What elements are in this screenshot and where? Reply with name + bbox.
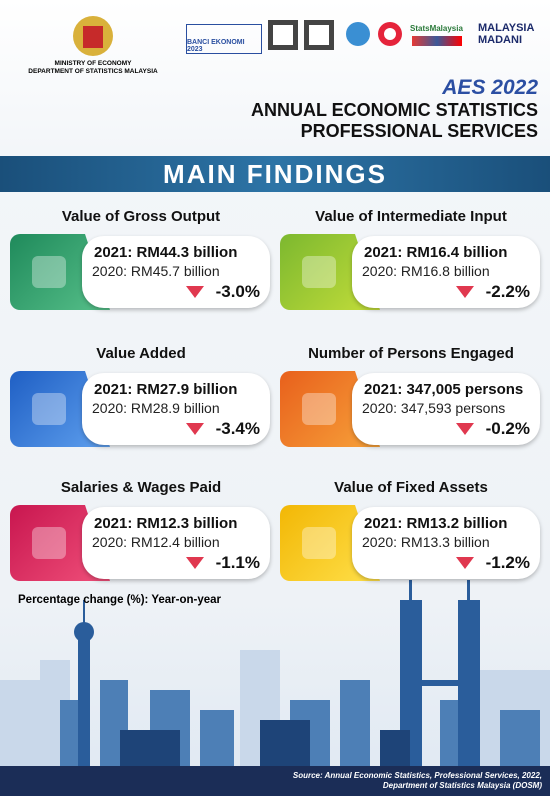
decrease-arrow (186, 557, 204, 569)
value-box: 2021: RM12.3 billion 2020: RM12.4 billion… (82, 507, 270, 579)
social-icons (412, 36, 462, 46)
decrease-arrow (456, 557, 474, 569)
value-box: 2021: RM13.2 billion 2020: RM13.3 billion… (352, 507, 540, 579)
value-2021: 2021: RM27.9 billion (94, 381, 238, 398)
report-title: ANNUAL ECONOMIC STATISTICS PROFESSIONAL … (251, 100, 538, 142)
ministry-crest (73, 16, 113, 56)
value-2021: 2021: RM12.3 billion (94, 515, 238, 532)
title-line: PROFESSIONAL SERVICES (300, 121, 538, 141)
value-box: 2021: 347,005 persons 2020: 347,593 perso… (352, 373, 540, 445)
finding-card: 2021: RM12.3 billion 2020: RM12.4 billion… (10, 505, 272, 583)
value-box: 2021: RM27.9 billion 2020: RM28.9 billion… (82, 373, 270, 445)
finding-card: 2021: 347,005 persons 2020: 347,593 perso… (280, 371, 542, 449)
percent-change: -3.0% (215, 282, 260, 301)
finding-card: 2021: RM16.4 billion 2020: RM16.8 billion… (280, 234, 542, 312)
sdg-logos (346, 22, 402, 46)
finding-card: 2021: RM44.3 billion 2020: RM45.7 billion… (10, 234, 272, 312)
finding-card: 2021: RM27.9 billion 2020: RM28.9 billion… (10, 371, 272, 449)
decrease-arrow (456, 286, 474, 298)
card-title: Value Added (96, 345, 186, 362)
percent-change: -1.1% (215, 553, 260, 572)
census-logo: BANCI EKONOMI 2023 (186, 24, 262, 54)
value-2020: 2020: 347,593 persons (362, 400, 506, 416)
icon (32, 527, 66, 559)
value-2021: 2021: RM16.4 billion (364, 244, 508, 261)
card-title: Value of Gross Output (61, 208, 221, 225)
icon (32, 393, 66, 425)
source-line: Department of Statistics Malaysia (DOSM) (382, 781, 542, 790)
title-line: ANNUAL ECONOMIC STATISTICS (251, 100, 538, 120)
card-title: Value of Intermediate Input (315, 208, 507, 225)
decrease-arrow (186, 286, 204, 298)
madani-text: MALAYSIA (478, 22, 535, 34)
icon (32, 256, 66, 288)
decrease-arrow (186, 423, 204, 435)
percent-change: -2.2% (485, 282, 530, 301)
department-name: DEPARTMENT OF STATISTICS MALAYSIA (28, 68, 158, 75)
percent-change: -0.2% (485, 419, 530, 438)
madani-logo: MALAYSIA MADANI (478, 22, 534, 46)
note: Percentage change (%): Year-on-year (18, 594, 222, 606)
value-2020: 2020: RM45.7 billion (92, 263, 220, 279)
value-box: 2021: RM44.3 billion 2020: RM45.7 billion… (82, 236, 270, 308)
percent-change: -3.4% (215, 419, 260, 438)
percent-change: -1.2% (485, 553, 530, 572)
card-title: Number of Persons Engaged (308, 345, 514, 362)
banner: MAIN FINDINGS (0, 156, 550, 192)
decrease-arrow (456, 423, 474, 435)
madani-text: MADANI (478, 34, 522, 46)
survey-logo: AES 2022 (442, 76, 538, 99)
card-title: Salaries & Wages Paid (60, 479, 222, 496)
value-2021: 2021: 347,005 persons (364, 381, 524, 398)
ministry: MINISTRY OF ECONOMY DEPARTMENT OF STATIS… (0, 60, 186, 76)
icon (302, 393, 336, 425)
icon (302, 527, 336, 559)
card-title: Value of Fixed Assets (334, 479, 488, 496)
skyline (0, 580, 550, 770)
value-2021: 2021: RM44.3 billion (94, 244, 238, 261)
ministry-name: MINISTRY OF ECONOMY (54, 60, 132, 67)
finding-card: 2021: RM13.2 billion 2020: RM13.3 billion… (280, 505, 542, 583)
stats-logo: StatsMalaysia (410, 24, 463, 33)
value-2020: 2020: RM13.3 billion (362, 534, 490, 550)
value-box: 2021: RM16.4 billion 2020: RM16.8 billion… (352, 236, 540, 308)
source-bar: Source: Annual Economic Statistics, Prof… (0, 766, 550, 796)
value-2020: 2020: RM28.9 billion (92, 400, 220, 416)
qr-codes (268, 20, 334, 50)
icon (302, 256, 336, 288)
source-line: Source: Annual Economic Statistics, Prof… (292, 771, 542, 780)
value-2020: 2020: RM12.4 billion (92, 534, 220, 550)
value-2020: 2020: RM16.8 billion (362, 263, 490, 279)
value-2021: 2021: RM13.2 billion (364, 515, 508, 532)
